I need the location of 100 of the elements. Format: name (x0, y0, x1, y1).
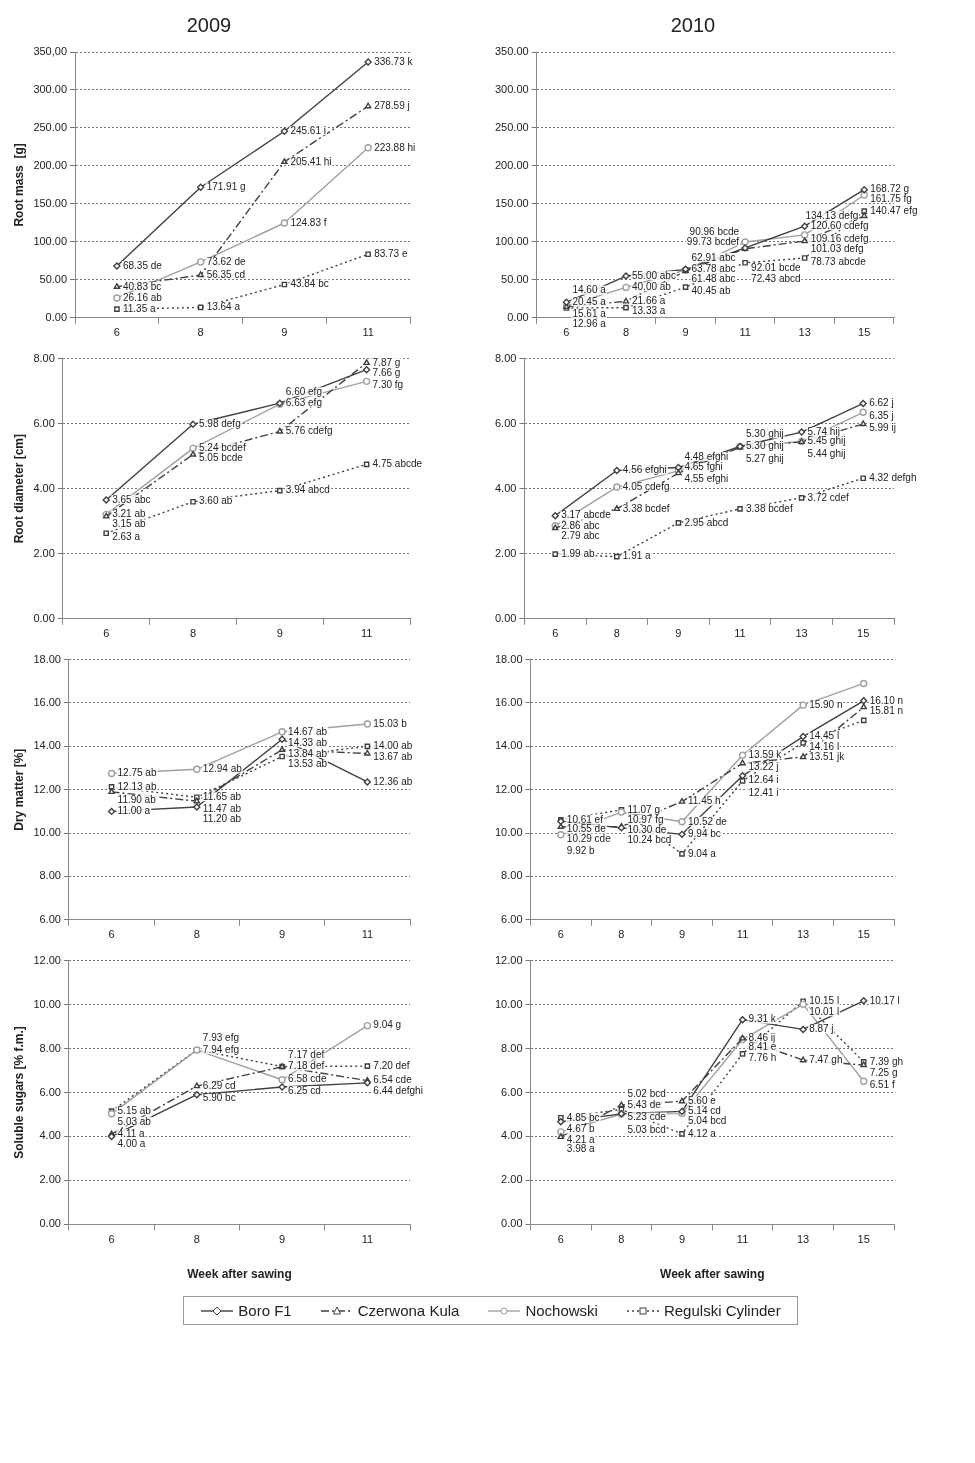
y-tick-label: 2.00 (494, 546, 517, 559)
data-label: 20.45 a (572, 296, 607, 308)
data-label: 134.13 defg (805, 209, 859, 221)
y-tick-label: 150.00 (33, 196, 68, 209)
x-tick-label: 11 (736, 928, 749, 941)
data-label: 10.55 de (566, 822, 607, 834)
data-label: 3.21 ab (112, 508, 147, 520)
data-label: 2.79 abc (561, 529, 600, 541)
y-tick-label: 4.00 (494, 481, 517, 494)
data-label: 9.04 a (687, 847, 717, 859)
data-label: 10.97 fg (627, 813, 664, 825)
data-label: 3.15 ab (112, 518, 147, 530)
data-label: 12.13 ab (117, 780, 157, 792)
data-label: 13.84 ab (288, 747, 328, 759)
y-tick-label: 4.00 (33, 481, 55, 494)
data-label: 6.44 defghi (373, 1084, 423, 1096)
x-tick-label: 9 (682, 326, 689, 339)
data-label: 11.07 g (627, 803, 661, 815)
legend-label: Nochowski (525, 1302, 598, 1319)
data-label: 13.53 ab (288, 758, 328, 770)
data-label: 13.51 jk (809, 750, 846, 762)
data-label: 11.20 ab (202, 812, 242, 824)
data-label: 5.45 ghij (807, 435, 846, 447)
data-label: 4.05 cdefg (622, 480, 670, 492)
data-label: 40.45 ab (691, 284, 731, 296)
y-tick-label: 6.00 (39, 912, 61, 925)
data-label: 5.60 e (687, 1095, 717, 1107)
data-label: 5.27 ghij (746, 453, 784, 465)
data-label: 12.36 ab (373, 775, 413, 787)
data-label: 3.94 abcd (285, 484, 330, 496)
data-label: 4.56 efghi (622, 464, 667, 476)
data-label: 5.02 bcd (627, 1087, 666, 1099)
y-tick-label: 250.00 (33, 120, 68, 133)
data-label: 40.00 ab (631, 281, 672, 293)
y-tick-label: 8.00 (33, 351, 55, 364)
data-label: 6.63 efg (285, 396, 322, 408)
x-tick-label: 6 (552, 627, 559, 640)
x-tick-label: 9 (276, 627, 283, 640)
data-label: 5.03 bcd (627, 1123, 666, 1135)
x-tick-label: 13 (798, 326, 811, 339)
x-tick-label: 11 (361, 928, 374, 941)
x-tick-label: 11 (360, 627, 373, 640)
x-tick-label: 9 (675, 627, 682, 640)
data-label: 72.43 abcd (751, 272, 801, 284)
data-label: 4.55 efghi (684, 472, 729, 484)
y-tick-label: 12.00 (33, 782, 61, 795)
data-label: 4.32 defgh (869, 472, 917, 484)
data-label: 15.90 n (809, 698, 843, 710)
data-label: 10.30 de (627, 824, 667, 836)
data-label: 5.98 defg (199, 418, 241, 430)
data-label: 62.91 abc (691, 251, 736, 263)
y-tick-label: 8.00 (501, 869, 523, 882)
y-tick-label: 50.00 (39, 272, 68, 285)
data-label: 10.29 cde (566, 832, 612, 844)
y-tick-label: 350.00 (494, 45, 529, 58)
y-tick-label: 0.00 (33, 611, 55, 624)
y-tick-label: 200.00 (494, 158, 529, 171)
data-label: 7.39 gh (869, 1055, 904, 1067)
y-tick-label: 100.00 (494, 234, 529, 247)
data-label: 21.66 a (631, 295, 666, 307)
y-tick-label: 8.00 (39, 869, 61, 882)
data-label: 9.92 b (566, 844, 596, 856)
data-label: 11.45 h (687, 795, 721, 807)
y-tick-label: 300.00 (494, 83, 529, 95)
x-tick-label: 8 (622, 326, 630, 339)
data-label: 7.18 def (288, 1060, 325, 1072)
data-label: 10.52 de (687, 815, 728, 827)
data-label: 7.87 g (372, 356, 401, 368)
data-label: 168.72 g (870, 183, 910, 195)
data-label: 5.03 ab (117, 1115, 152, 1127)
data-label: 92.01 bcde (751, 261, 802, 273)
data-label: 5.30 ghij (746, 428, 784, 440)
x-tick-label: 15 (857, 928, 870, 941)
y-tick-label: 10.00 (33, 826, 61, 839)
data-label: 11.65 ab (202, 791, 242, 803)
x-tick-label: 11 (361, 1233, 374, 1246)
data-label: 3.38 bcdef (746, 502, 793, 514)
data-label: 4.48 efghi (684, 450, 729, 462)
data-label: 40.83 bc (122, 280, 162, 292)
x-tick-label: 8 (613, 627, 620, 640)
x-tick-label: 9 (279, 928, 286, 941)
x-tick-label: 8 (193, 1233, 200, 1246)
data-label: 7.93 efg (202, 1031, 239, 1043)
y-tick-label: 12.00 (495, 782, 523, 795)
y-tick-label: 14.00 (33, 739, 61, 752)
data-label: 11.90 ab (117, 793, 157, 805)
data-label: 336.73 k (374, 55, 414, 67)
data-label: 5.15 ab (117, 1104, 152, 1116)
y-tick-label: 10.00 (495, 997, 523, 1010)
data-label: 5.14 cd (687, 1105, 721, 1117)
data-label: 6.62 j (869, 397, 894, 409)
data-label: 171.91 g (206, 181, 246, 192)
data-label: 13.64 a (206, 301, 241, 313)
x-tick-label: 13 (797, 1233, 810, 1246)
data-label: 5.04 bcd (687, 1115, 727, 1127)
data-label: 2.86 abc (561, 519, 600, 531)
data-label: 124.83 f (290, 216, 327, 228)
data-label: 99.73 bcdef (686, 235, 740, 247)
data-label: 5.74 hij (807, 425, 840, 437)
y-tick-label: 6.00 (501, 1085, 523, 1098)
